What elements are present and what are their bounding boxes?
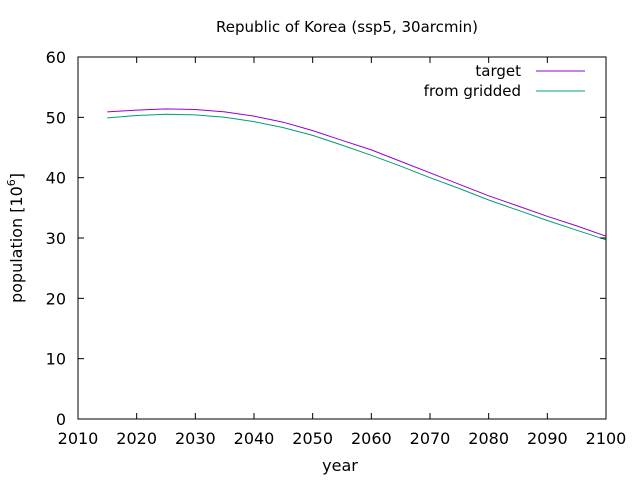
legend-label-from-gridded: from gridded xyxy=(424,82,521,100)
y-tick-label: 30 xyxy=(46,229,66,248)
y-tick-label: 50 xyxy=(46,108,66,127)
y-tick-label: 10 xyxy=(46,350,66,369)
x-tick-label: 2040 xyxy=(234,429,275,448)
y-tick-label: 0 xyxy=(56,410,66,429)
x-tick-label: 2060 xyxy=(351,429,392,448)
x-tick-label: 2010 xyxy=(58,429,99,448)
x-tick-label: 2020 xyxy=(116,429,157,448)
y-axis-label-text: population [10 xyxy=(7,186,26,303)
x-tick-label: 2050 xyxy=(292,429,333,448)
y-axis-label: population [106] xyxy=(5,173,26,303)
x-tick-label: 2090 xyxy=(527,429,568,448)
x-tick-label: 2100 xyxy=(586,429,627,448)
chart-title: Republic of Korea (ssp5, 30arcmin) xyxy=(216,18,478,36)
y-tick-label: 60 xyxy=(46,48,66,67)
x-axis-label: year xyxy=(322,456,358,475)
legend-label-target: target xyxy=(475,62,521,80)
y-tick-label: 20 xyxy=(46,289,66,308)
series-line-target xyxy=(107,108,607,237)
x-tick-label: 2030 xyxy=(175,429,216,448)
y-axis-label-close: ] xyxy=(7,173,26,179)
y-axis-label-exponent: 6 xyxy=(5,179,18,186)
x-tick-label: 2070 xyxy=(410,429,451,448)
series-line-from-gridded xyxy=(107,113,607,241)
x-tick-label: 2080 xyxy=(468,429,509,448)
plot-frame xyxy=(77,56,607,420)
y-tick-label: 40 xyxy=(46,169,66,188)
